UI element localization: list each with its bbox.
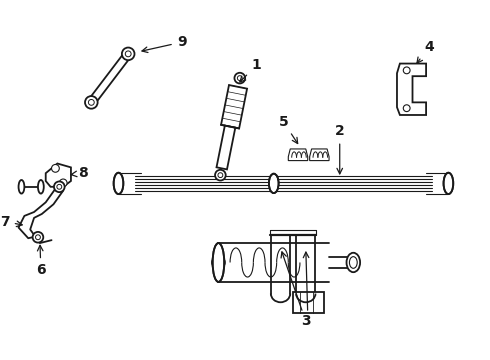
Text: 2: 2 (335, 125, 344, 174)
Circle shape (403, 67, 410, 74)
Circle shape (51, 165, 59, 172)
Circle shape (85, 96, 98, 109)
Polygon shape (397, 64, 426, 115)
Circle shape (59, 179, 67, 187)
Circle shape (33, 232, 43, 243)
Ellipse shape (269, 174, 279, 193)
Text: 9: 9 (142, 35, 186, 53)
Text: 7: 7 (0, 215, 22, 229)
FancyBboxPatch shape (293, 292, 324, 313)
Circle shape (444, 179, 453, 188)
Text: 5: 5 (279, 115, 297, 144)
Text: 8: 8 (71, 166, 88, 180)
Circle shape (114, 179, 123, 188)
Text: 4: 4 (417, 40, 434, 63)
Circle shape (234, 73, 245, 84)
Ellipse shape (114, 173, 123, 194)
Polygon shape (288, 149, 308, 161)
Ellipse shape (38, 180, 44, 194)
Ellipse shape (443, 173, 453, 194)
Circle shape (215, 170, 226, 180)
Polygon shape (217, 126, 235, 170)
Circle shape (54, 181, 65, 192)
Ellipse shape (346, 253, 360, 272)
Polygon shape (46, 163, 71, 187)
Ellipse shape (213, 243, 224, 282)
Text: 6: 6 (36, 245, 46, 277)
Text: 3: 3 (301, 314, 311, 328)
Circle shape (403, 105, 410, 112)
Text: 1: 1 (240, 58, 261, 82)
Polygon shape (221, 85, 247, 129)
Ellipse shape (19, 180, 25, 194)
Polygon shape (310, 149, 329, 161)
Circle shape (122, 48, 134, 60)
